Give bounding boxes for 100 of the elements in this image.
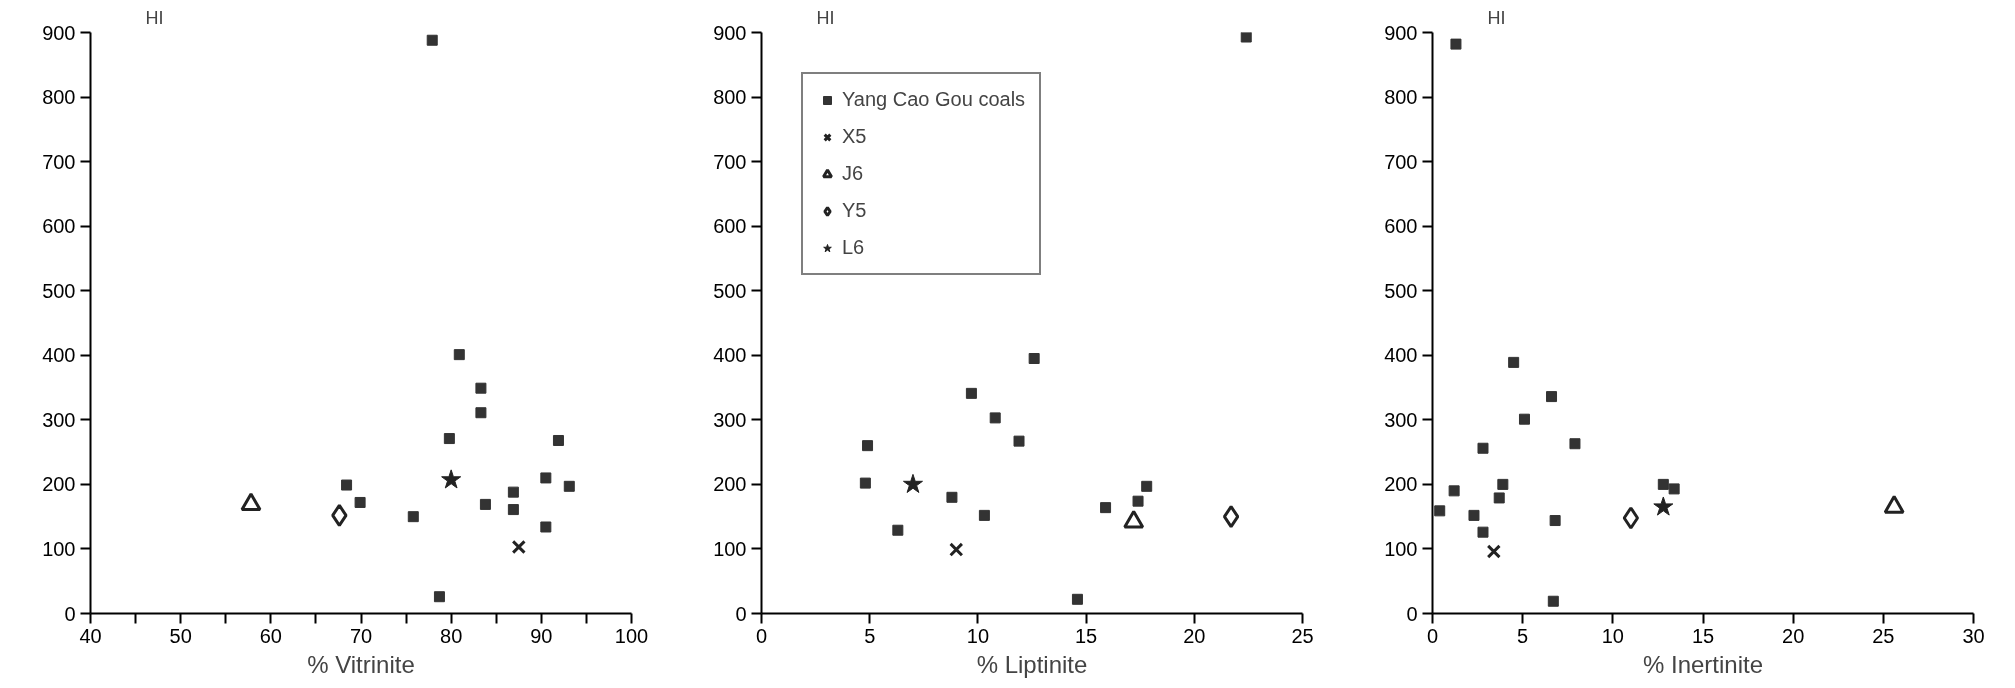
point: [1448, 485, 1460, 497]
y-tick-label: 100: [42, 537, 76, 560]
point: [989, 412, 1001, 424]
y-tick-label: 600: [42, 215, 76, 238]
x-tick-label: 15: [1074, 624, 1098, 647]
y-tick-label: 500: [713, 279, 747, 302]
x-tick-label: 0: [755, 624, 768, 647]
point: [540, 521, 552, 533]
x-tick-label: 40: [79, 624, 102, 647]
point: [1486, 544, 1501, 559]
x-tick-label: 5: [864, 624, 876, 647]
point: [354, 496, 366, 508]
y-tick-label: 900: [713, 21, 747, 44]
point: [902, 473, 923, 493]
point: [965, 387, 977, 399]
y-tick-label: 200: [42, 473, 76, 496]
legend-label: Yang Cao Gou coals: [842, 88, 1026, 111]
x-tick-label: 10: [966, 624, 990, 647]
point: [1222, 505, 1240, 529]
point: [1240, 32, 1252, 43]
x-tick-label: 5: [1517, 624, 1529, 647]
point: [563, 480, 575, 492]
y-tick-label: 800: [42, 86, 76, 109]
point: [1477, 526, 1489, 538]
point: [1468, 509, 1480, 521]
point: [1657, 478, 1669, 490]
point: [1518, 413, 1530, 425]
point: [1013, 435, 1025, 447]
x-tick-label: 25: [1872, 624, 1895, 647]
point: [331, 503, 348, 527]
point: [341, 479, 353, 491]
y-tick-label: 300: [713, 408, 747, 431]
y-tick-label: 300: [1384, 408, 1418, 431]
point: [1132, 495, 1144, 507]
legend-label: Y5: [842, 199, 867, 222]
y-tick-label: 0: [1406, 602, 1418, 625]
y-tick-label: 900: [1384, 21, 1418, 44]
point: [1100, 502, 1112, 514]
x-tick-label: 25: [1291, 624, 1314, 647]
point: [1497, 478, 1509, 490]
x-tick-label: 60: [259, 624, 282, 647]
legend-label: J6: [842, 162, 864, 185]
y-axis-title: HI: [816, 7, 835, 28]
x-tick-label: 70: [349, 624, 373, 647]
legend-label: L6: [842, 236, 865, 259]
point: [862, 440, 874, 452]
y-tick-label: 300: [42, 408, 76, 431]
x-tick-label: 10: [1601, 624, 1624, 647]
y-tick-label: 400: [713, 344, 747, 367]
y-tick-label: 0: [735, 602, 747, 625]
point: [479, 498, 491, 510]
point: [552, 434, 564, 446]
y-tick-label: 400: [42, 344, 76, 367]
point: [475, 382, 487, 394]
point: [946, 491, 958, 503]
point: [1434, 505, 1446, 517]
x-tick-label: 20: [1782, 624, 1805, 647]
point: [507, 504, 519, 516]
x-tick-label: 30: [1962, 624, 1985, 647]
point: [1508, 356, 1520, 368]
point: [949, 542, 964, 557]
point: [1668, 483, 1680, 495]
x-tick-label: 80: [440, 624, 463, 647]
point: [1141, 480, 1153, 492]
y-tick-label: 800: [713, 86, 747, 109]
x-axis-title: % Vitrinite: [307, 650, 415, 678]
point: [1450, 38, 1462, 50]
y-tick-label: 700: [1384, 150, 1418, 173]
point: [426, 34, 438, 46]
point: [441, 469, 462, 489]
y-tick-label: 500: [1384, 279, 1418, 302]
point: [433, 591, 445, 603]
point: [1547, 595, 1559, 607]
point: [1569, 438, 1581, 450]
x-tick-label: 50: [169, 624, 192, 647]
x-axis-title: % Liptinite: [976, 650, 1088, 678]
point: [978, 509, 990, 521]
y-tick-label: 100: [1384, 537, 1418, 560]
point: [507, 486, 519, 498]
y-tick-label: 200: [713, 473, 747, 496]
point: [407, 511, 419, 523]
y-axis-title: HI: [1487, 7, 1506, 28]
point: [475, 407, 487, 419]
y-tick-label: 700: [713, 150, 747, 173]
point: [1493, 492, 1505, 504]
y-tick-label: 600: [713, 215, 747, 238]
point: [892, 524, 904, 536]
x-tick-label: 100: [614, 624, 649, 647]
y-tick-label: 600: [1384, 215, 1418, 238]
y-tick-label: 900: [42, 21, 76, 44]
y-tick-label: 400: [1384, 344, 1418, 367]
y-tick-label: 800: [1384, 86, 1418, 109]
point: [859, 477, 871, 489]
y-tick-label: 0: [64, 602, 76, 625]
x-tick-label: 15: [1691, 624, 1715, 647]
x-tick-label: 90: [530, 624, 553, 647]
y-tick-label: 100: [713, 537, 747, 560]
y-tick-label: 200: [1384, 473, 1418, 496]
point: [540, 472, 552, 484]
point: [443, 433, 455, 445]
